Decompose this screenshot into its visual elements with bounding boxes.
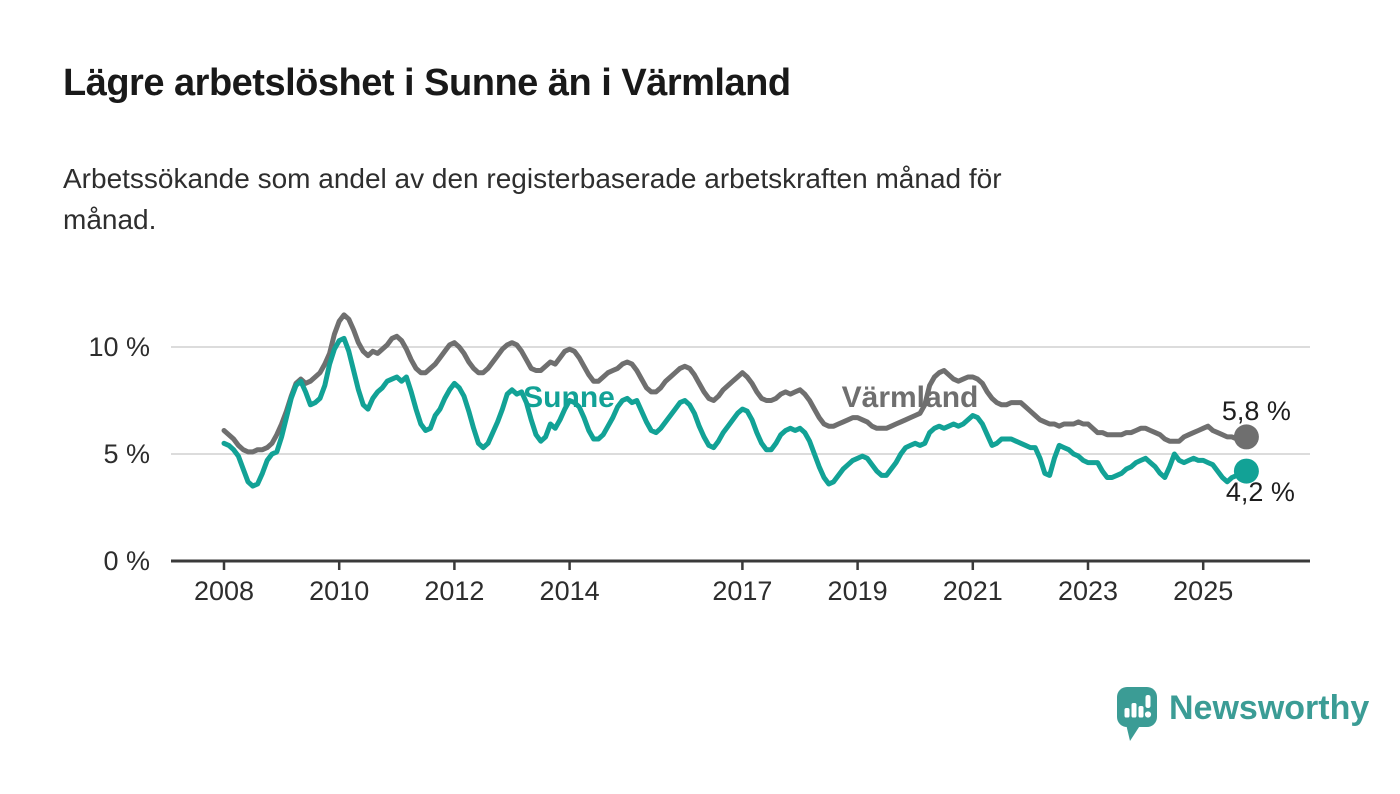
x-tick-label: 2023 — [1058, 576, 1118, 606]
series-end-dot-varmland — [1233, 424, 1259, 450]
x-tick-label: 2025 — [1173, 576, 1233, 606]
x-tick-label: 2019 — [828, 576, 888, 606]
subtitle-line-2: månad. — [63, 204, 157, 235]
brand-name: Newsworthy — [1169, 689, 1370, 727]
chart-subtitle: Arbetssökande som andel av den registerb… — [63, 158, 1002, 240]
series-end-value-varmland: 5,8 % — [1222, 396, 1291, 426]
series-end-value-sunne: 4,2 % — [1226, 477, 1295, 507]
series-label-sunne: Sunne — [523, 381, 615, 414]
x-tick-label: 2012 — [424, 576, 484, 606]
y-tick-label: 10 % — [88, 332, 150, 362]
series-line-sunne — [221, 335, 1249, 489]
subtitle-line-1: Arbetssökande som andel av den registerb… — [63, 163, 1002, 194]
series-end-dot-sunne — [1233, 458, 1259, 484]
chart-title: Lägre arbetslöshet i Sunne än i Värmland — [63, 62, 791, 104]
x-tick-label: 2021 — [943, 576, 1003, 606]
x-tick-label: 2014 — [540, 576, 600, 606]
brand-footer: Newsworthy — [1116, 686, 1369, 743]
series-label-varmland: Värmland — [842, 381, 979, 414]
series-line-varmland — [221, 312, 1249, 455]
newsworthy-logo-icon — [1117, 687, 1157, 741]
x-tick-label: 2010 — [309, 576, 369, 606]
x-tick-label: 2008 — [194, 576, 254, 606]
y-tick-label: 5 % — [103, 439, 150, 469]
y-tick-label: 0 % — [103, 546, 150, 576]
x-tick-label: 2017 — [712, 576, 772, 606]
